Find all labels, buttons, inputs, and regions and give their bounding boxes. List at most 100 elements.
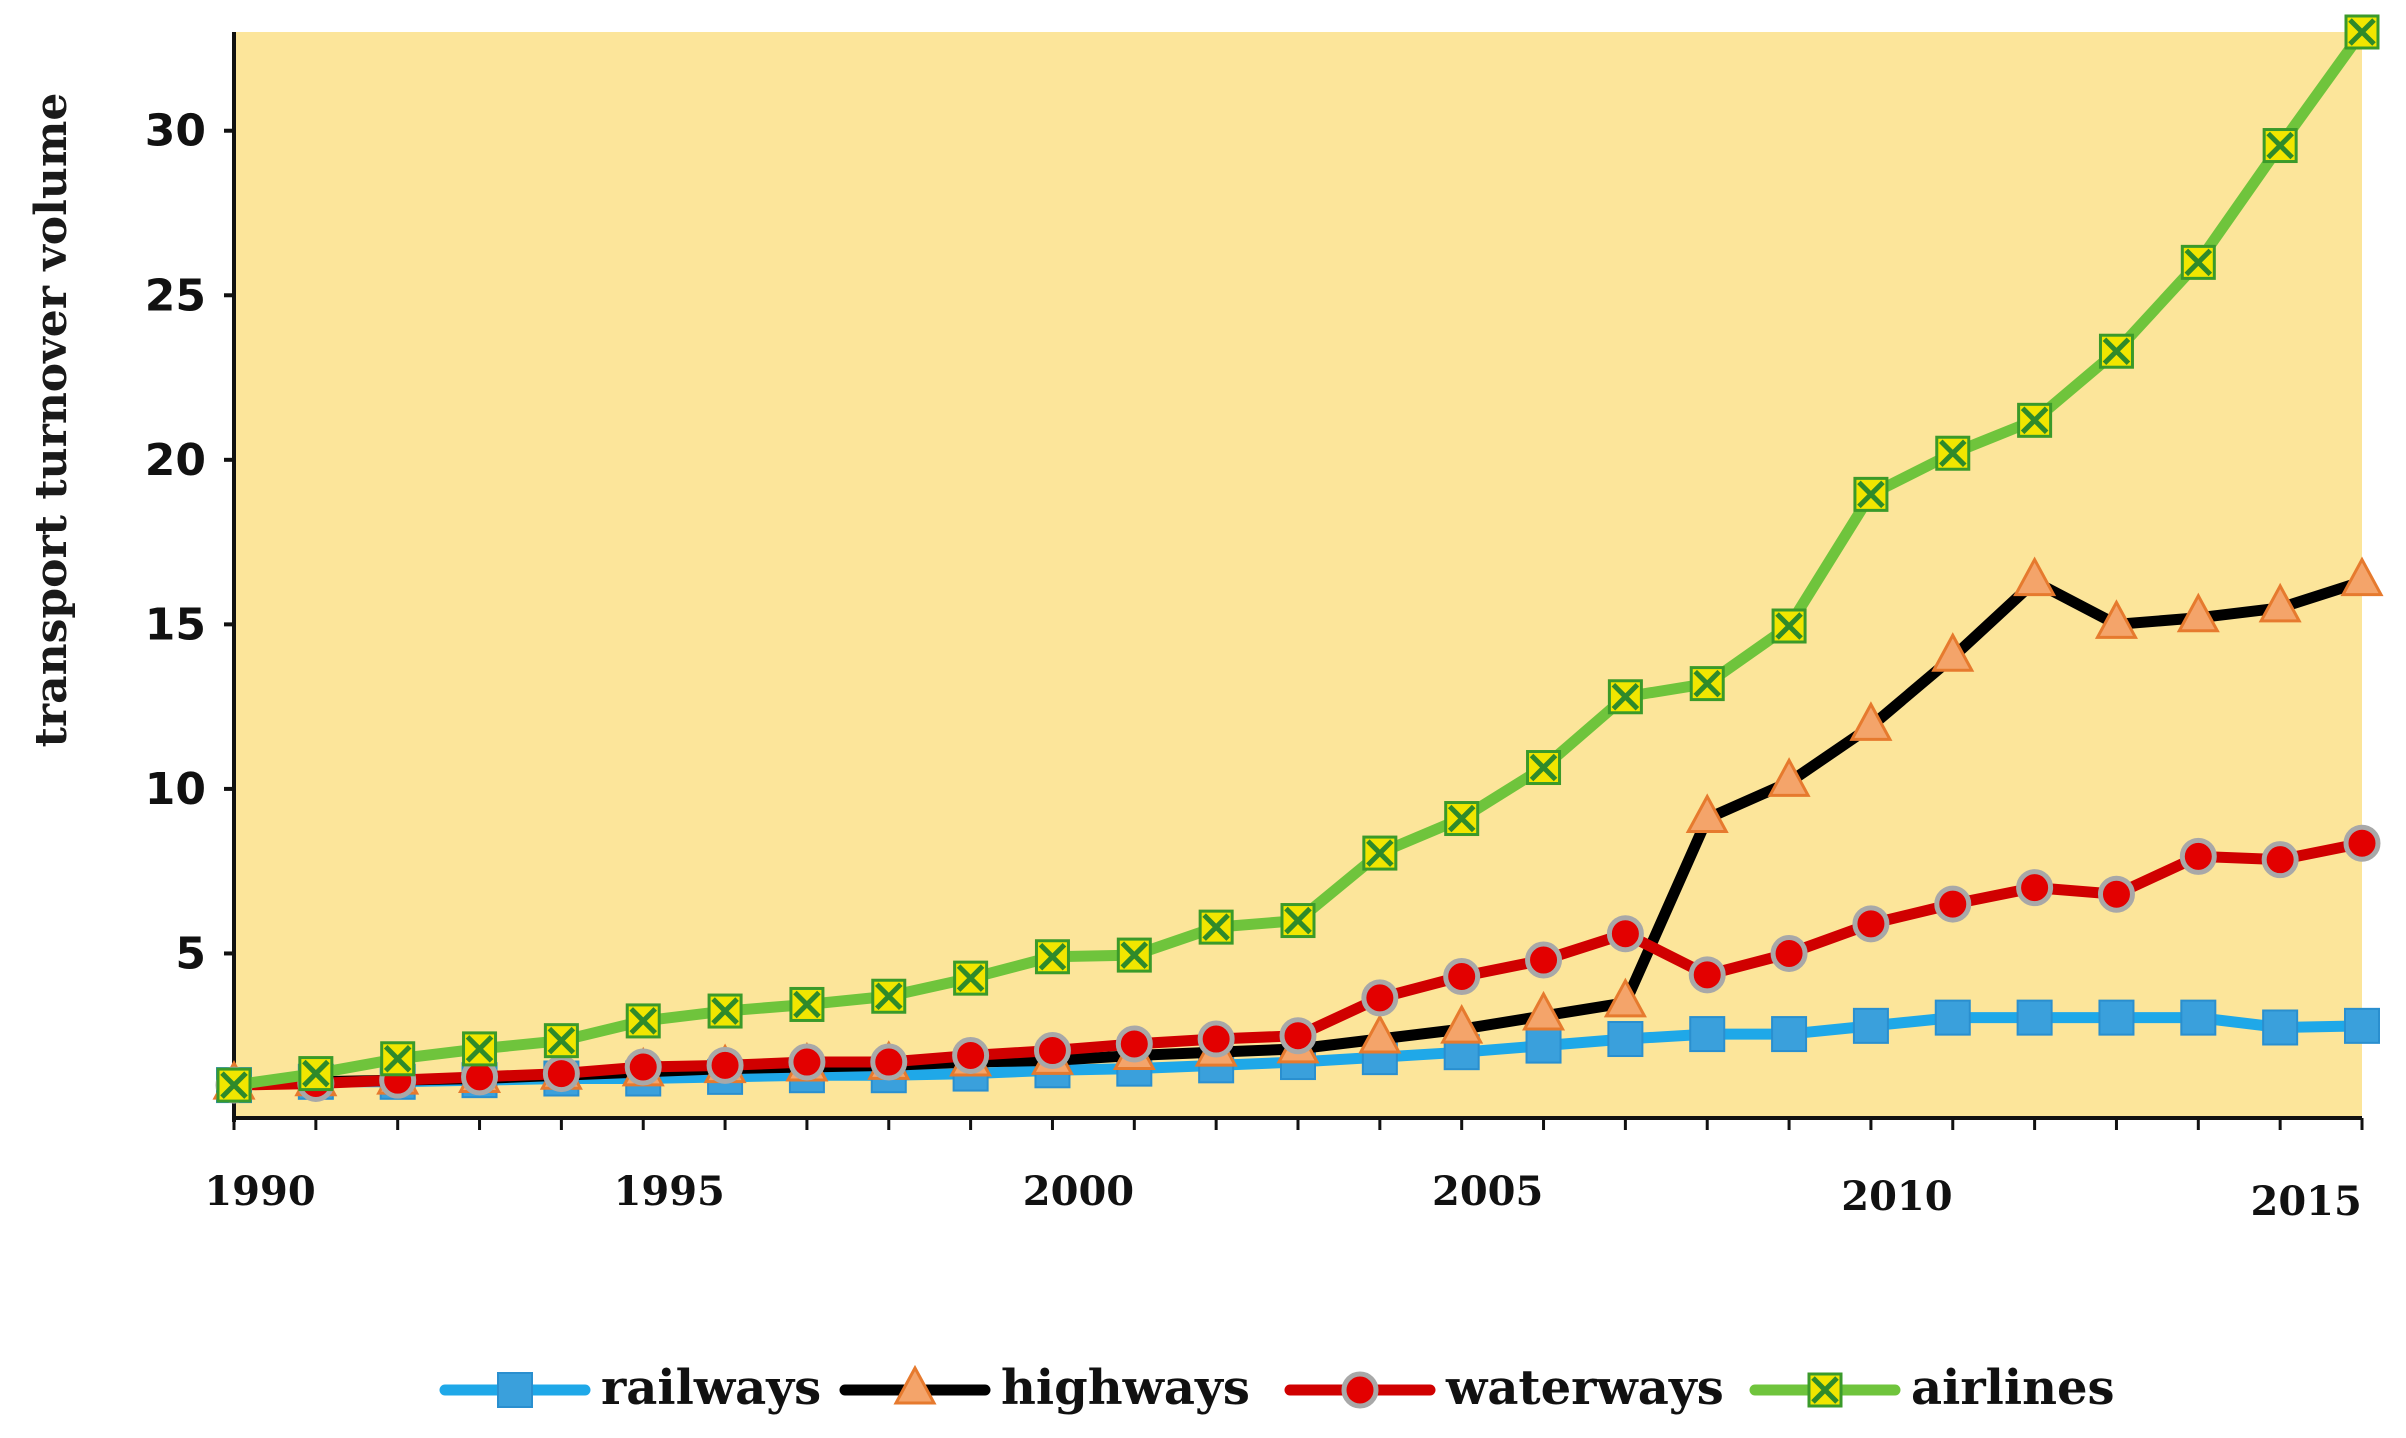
y-tick-label: 15 <box>145 599 206 650</box>
highways-point <box>1522 990 1566 1031</box>
railways-point <box>2016 999 2053 1036</box>
waterways-point <box>624 1048 662 1086</box>
marker-cross <box>2266 131 2294 160</box>
marker-cross <box>1038 942 1067 971</box>
airlines-point <box>380 1041 416 1077</box>
legend-item-waterways: waterways <box>1284 1360 1724 1416</box>
waterways-point <box>1525 941 1563 979</box>
airlines-point <box>1853 476 1889 512</box>
airlines-point <box>216 1067 252 1103</box>
marker-cross <box>1939 439 1967 468</box>
airlines-point <box>2017 402 2053 438</box>
highways-point <box>1849 701 1893 741</box>
axes: 5 10 15 20 25 30 1990 1995 2000 2005 2010 2015 <box>145 32 2364 1225</box>
marker-cross <box>1366 839 1394 867</box>
highways-point <box>1685 793 1729 834</box>
airlines-point <box>2098 333 2134 369</box>
x-tick-label: 1990 <box>204 1168 315 1215</box>
x-tick-label: 1995 <box>614 1168 725 1215</box>
legend-item-airlines: airlines <box>1749 1360 2115 1416</box>
y-tick-label: 10 <box>145 764 206 815</box>
airlines-point <box>1526 750 1562 786</box>
marker-cross <box>1693 669 1721 698</box>
y-axis-label: transport turnover volume <box>26 93 77 748</box>
series-airlines <box>216 14 2380 1103</box>
highways-point <box>2258 582 2302 623</box>
waterways-point <box>1197 1020 1235 1058</box>
marker-cross <box>711 997 739 1025</box>
railways-point <box>2262 1009 2299 1046</box>
railways-point <box>1689 1016 1726 1053</box>
marker-cross <box>2020 406 2049 435</box>
airlines-point <box>1116 937 1152 973</box>
airlines-point <box>1198 909 1234 945</box>
airlines-point <box>1689 666 1725 702</box>
waterways-point <box>952 1036 990 1074</box>
marker-cross <box>2348 18 2376 46</box>
marker-cross <box>1775 612 1803 640</box>
railways-point <box>1934 999 1971 1036</box>
waterways-point <box>1852 905 1890 943</box>
waterways-point <box>1443 957 1481 995</box>
waterways-point <box>706 1046 744 1084</box>
airlines-point <box>789 986 825 1022</box>
marker-cross <box>1611 682 1640 711</box>
marker-cross <box>1811 1376 1839 1404</box>
highways-point <box>2013 556 2057 597</box>
waterways-point <box>2097 875 2135 913</box>
legend-item-highways: highways <box>839 1360 1250 1416</box>
marker-cross <box>875 982 903 1011</box>
airlines-point <box>707 993 743 1029</box>
waterways-point <box>1934 885 1972 923</box>
airlines-point <box>1444 801 1480 837</box>
airlines-point <box>1771 608 1807 644</box>
airlines-point <box>462 1031 498 1067</box>
waterways-point <box>2343 824 2381 862</box>
airlines-point <box>1362 835 1398 871</box>
x-tick-label: 2015 <box>2250 1178 2361 1225</box>
airlines-point <box>625 1003 661 1039</box>
waterways-point <box>2179 837 2217 875</box>
x-tick-label: 2010 <box>1841 1173 1952 1220</box>
airlines-point <box>2180 244 2216 280</box>
airlines-point <box>298 1056 334 1092</box>
legend-label: highways <box>1001 1360 1250 1416</box>
waterways-point <box>1606 915 1644 953</box>
highways-point <box>1931 632 1975 672</box>
marker-cross <box>465 1035 494 1063</box>
legend-swatch-marker <box>1807 1372 1843 1408</box>
marker-cross <box>2184 248 2213 277</box>
series-layer <box>212 14 2384 1104</box>
railways-point <box>2344 1007 2380 1044</box>
highways-point <box>1767 757 1811 797</box>
highways-point <box>2340 556 2384 597</box>
y-tick-label: 25 <box>145 270 206 321</box>
waterways-point <box>2261 841 2299 879</box>
legend: railways highways waterways airlines <box>439 1360 2115 1416</box>
marker-cross <box>1120 941 1149 969</box>
marker-cross <box>1447 804 1476 833</box>
marker-cross <box>383 1044 412 1073</box>
y-tick-label: 20 <box>145 435 206 486</box>
waterways-point <box>1688 956 1726 994</box>
waterways-point <box>788 1043 826 1081</box>
waterways-point <box>1033 1032 1071 1070</box>
highways-point <box>2176 592 2220 633</box>
railways-point <box>2098 999 2135 1036</box>
airlines-point <box>543 1023 579 1059</box>
waterways-point <box>2016 869 2054 907</box>
airlines-point <box>1935 435 1971 471</box>
y-tick-label: 30 <box>145 106 206 157</box>
marker-cross <box>1529 753 1558 782</box>
y-tick-label: 5 <box>175 928 206 979</box>
legend-item-railways: railways <box>439 1360 821 1416</box>
legend-label: waterways <box>1445 1360 1724 1416</box>
airlines-point <box>1607 679 1643 715</box>
airlines-point <box>1280 903 1316 939</box>
railways-point <box>1525 1027 1562 1064</box>
highways-point <box>1603 977 1647 1018</box>
highways-point <box>1358 1013 1402 1054</box>
railways-point <box>1771 1016 1808 1053</box>
marker-cross <box>2102 337 2131 365</box>
